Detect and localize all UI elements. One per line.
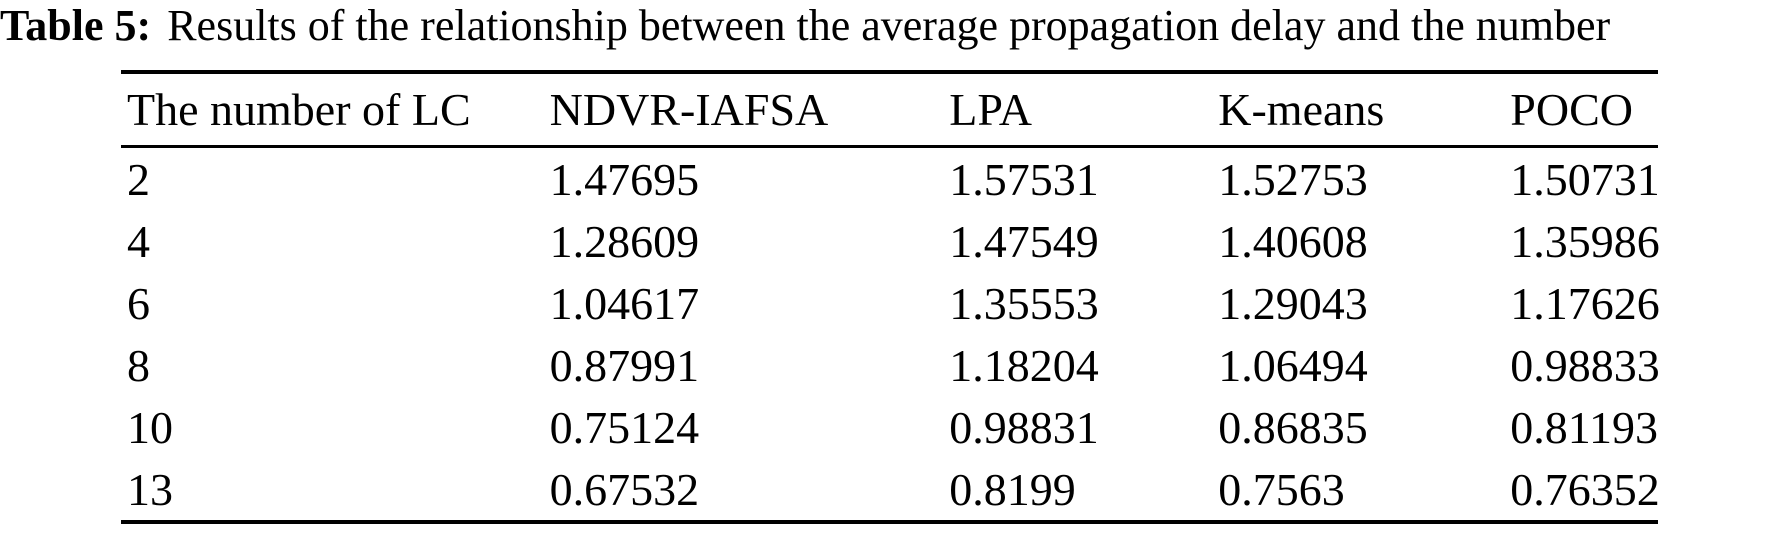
cell-poco: 1.17626 bbox=[1510, 277, 1660, 329]
cell-poco: 0.76352 bbox=[1510, 463, 1660, 515]
table-caption-text: Results of the relationship between the … bbox=[167, 1, 1611, 50]
column-header-lc-count: The number of LC bbox=[121, 72, 544, 148]
table-row: 10 0.75124 0.98831 0.86835 0.81193 bbox=[121, 396, 1658, 458]
header-row: The number of LC NDVR-IAFSA LPA K-means … bbox=[121, 72, 1658, 148]
cell-lpa: 1.35553 bbox=[949, 277, 1099, 329]
results-table: The number of LC NDVR-IAFSA LPA K-means … bbox=[121, 70, 1660, 524]
table-caption: Table 5: Results of the relationship betw… bbox=[0, 0, 1767, 52]
cell-lc-count: 4 bbox=[127, 215, 150, 267]
cell-k-means: 0.86835 bbox=[1218, 401, 1368, 453]
table-row: 2 1.47695 1.57531 1.52753 1.50731 bbox=[121, 147, 1660, 211]
table-row: 4 1.28609 1.47549 1.40608 1.35986 bbox=[121, 210, 1660, 272]
cell-k-means: 1.29043 bbox=[1218, 277, 1368, 329]
cell-k-means: 1.40608 bbox=[1218, 215, 1368, 267]
cell-lc-count: 6 bbox=[127, 277, 150, 329]
cell-lpa: 0.98831 bbox=[949, 401, 1099, 453]
cell-ndvr-iafsa: 0.75124 bbox=[549, 401, 700, 453]
table-row: 8 0.87991 1.18204 1.06494 0.98833 bbox=[121, 334, 1660, 396]
cell-ndvr-iafsa: 1.04617 bbox=[549, 277, 700, 329]
cell-lpa: 0.8199 bbox=[949, 463, 1076, 515]
cell-k-means: 0.7563 bbox=[1218, 463, 1345, 515]
cell-poco: 1.35986 bbox=[1510, 215, 1660, 267]
cell-poco: 1.50731 bbox=[1510, 153, 1660, 205]
table-row: 13 0.67532 0.8199 0.7563 0.76352 bbox=[121, 458, 1660, 522]
cell-ndvr-iafsa: 1.28609 bbox=[549, 215, 700, 267]
cell-k-means: 1.06494 bbox=[1218, 339, 1368, 391]
cell-poco: 0.98833 bbox=[1510, 339, 1660, 391]
column-header-poco: POCO bbox=[1504, 72, 1658, 148]
cell-lpa: 1.57531 bbox=[949, 153, 1099, 205]
cell-lc-count: 10 bbox=[127, 401, 173, 453]
cell-ndvr-iafsa: 1.47695 bbox=[549, 153, 700, 205]
column-header-ndvr-iafsa: NDVR-IAFSA bbox=[543, 72, 944, 148]
table-row: 6 1.04617 1.35553 1.29043 1.17626 bbox=[121, 272, 1660, 334]
cell-lc-count: 8 bbox=[127, 339, 150, 391]
cell-ndvr-iafsa: 0.67532 bbox=[549, 463, 700, 515]
column-header-k-means: K-means bbox=[1212, 72, 1505, 148]
cell-lc-count: 13 bbox=[127, 463, 173, 515]
cell-poco: 0.81193 bbox=[1510, 401, 1659, 453]
cell-lc-count: 2 bbox=[127, 153, 150, 205]
results-table-container: The number of LC NDVR-IAFSA LPA K-means … bbox=[121, 70, 1660, 524]
cell-lpa: 1.18204 bbox=[949, 339, 1099, 391]
cell-lpa: 1.47549 bbox=[949, 215, 1099, 267]
cell-ndvr-iafsa: 0.87991 bbox=[549, 339, 700, 391]
cell-k-means: 1.52753 bbox=[1218, 153, 1368, 205]
table-caption-label: Table 5: bbox=[0, 1, 152, 50]
column-header-lpa: LPA bbox=[943, 72, 1213, 148]
